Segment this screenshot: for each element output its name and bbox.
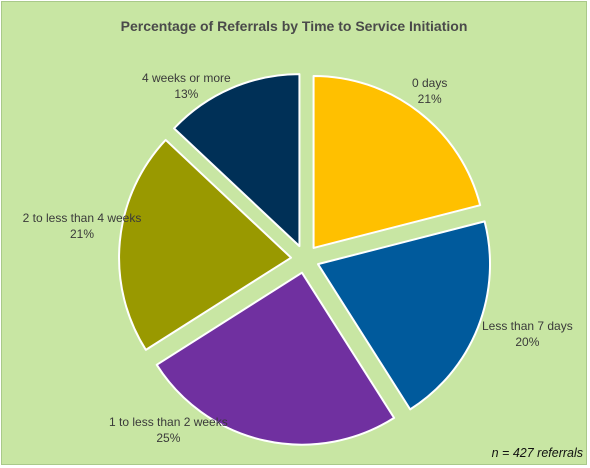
pie-slice-4-weeks-or-more — [173, 73, 301, 248]
slice-label-2-to-4-weeks: 2 to less than 4 weeks 21% — [22, 210, 142, 242]
slice-percent: 21% — [417, 92, 442, 106]
slice-percent: 25% — [156, 431, 181, 445]
slice-label-1-to-2-weeks: 1 to less than 2 weeks 25% — [109, 414, 228, 446]
pie-slice-less-than-7-days — [317, 220, 492, 411]
slice-percent: 21% — [69, 227, 95, 241]
footnote: n = 427 referrals — [491, 446, 583, 460]
slice-name: 1 to less than 2 weeks — [109, 415, 228, 429]
slice-name: Less than 7 days — [482, 319, 573, 333]
slice-label-4-weeks-or-more: 4 weeks or more 13% — [142, 70, 231, 102]
pie-slice-0-days — [312, 74, 482, 249]
slice-name: 2 to less than 4 weeks — [22, 211, 142, 225]
slice-label-less-than-7-days: Less than 7 days 20% — [482, 318, 573, 350]
pie-slice-2-to-less-than-4-weeks — [118, 138, 293, 351]
slice-label-0-days: 0 days 21% — [412, 75, 447, 107]
slice-percent: 13% — [174, 87, 199, 101]
slice-name: 4 weeks or more — [142, 71, 231, 85]
chart-title: Percentage of Referrals by Time to Servi… — [120, 18, 468, 34]
slice-percent: 20% — [515, 335, 540, 349]
pie-slice-1-to-less-than-2-weeks — [155, 271, 396, 446]
slice-name: 0 days — [412, 76, 448, 90]
